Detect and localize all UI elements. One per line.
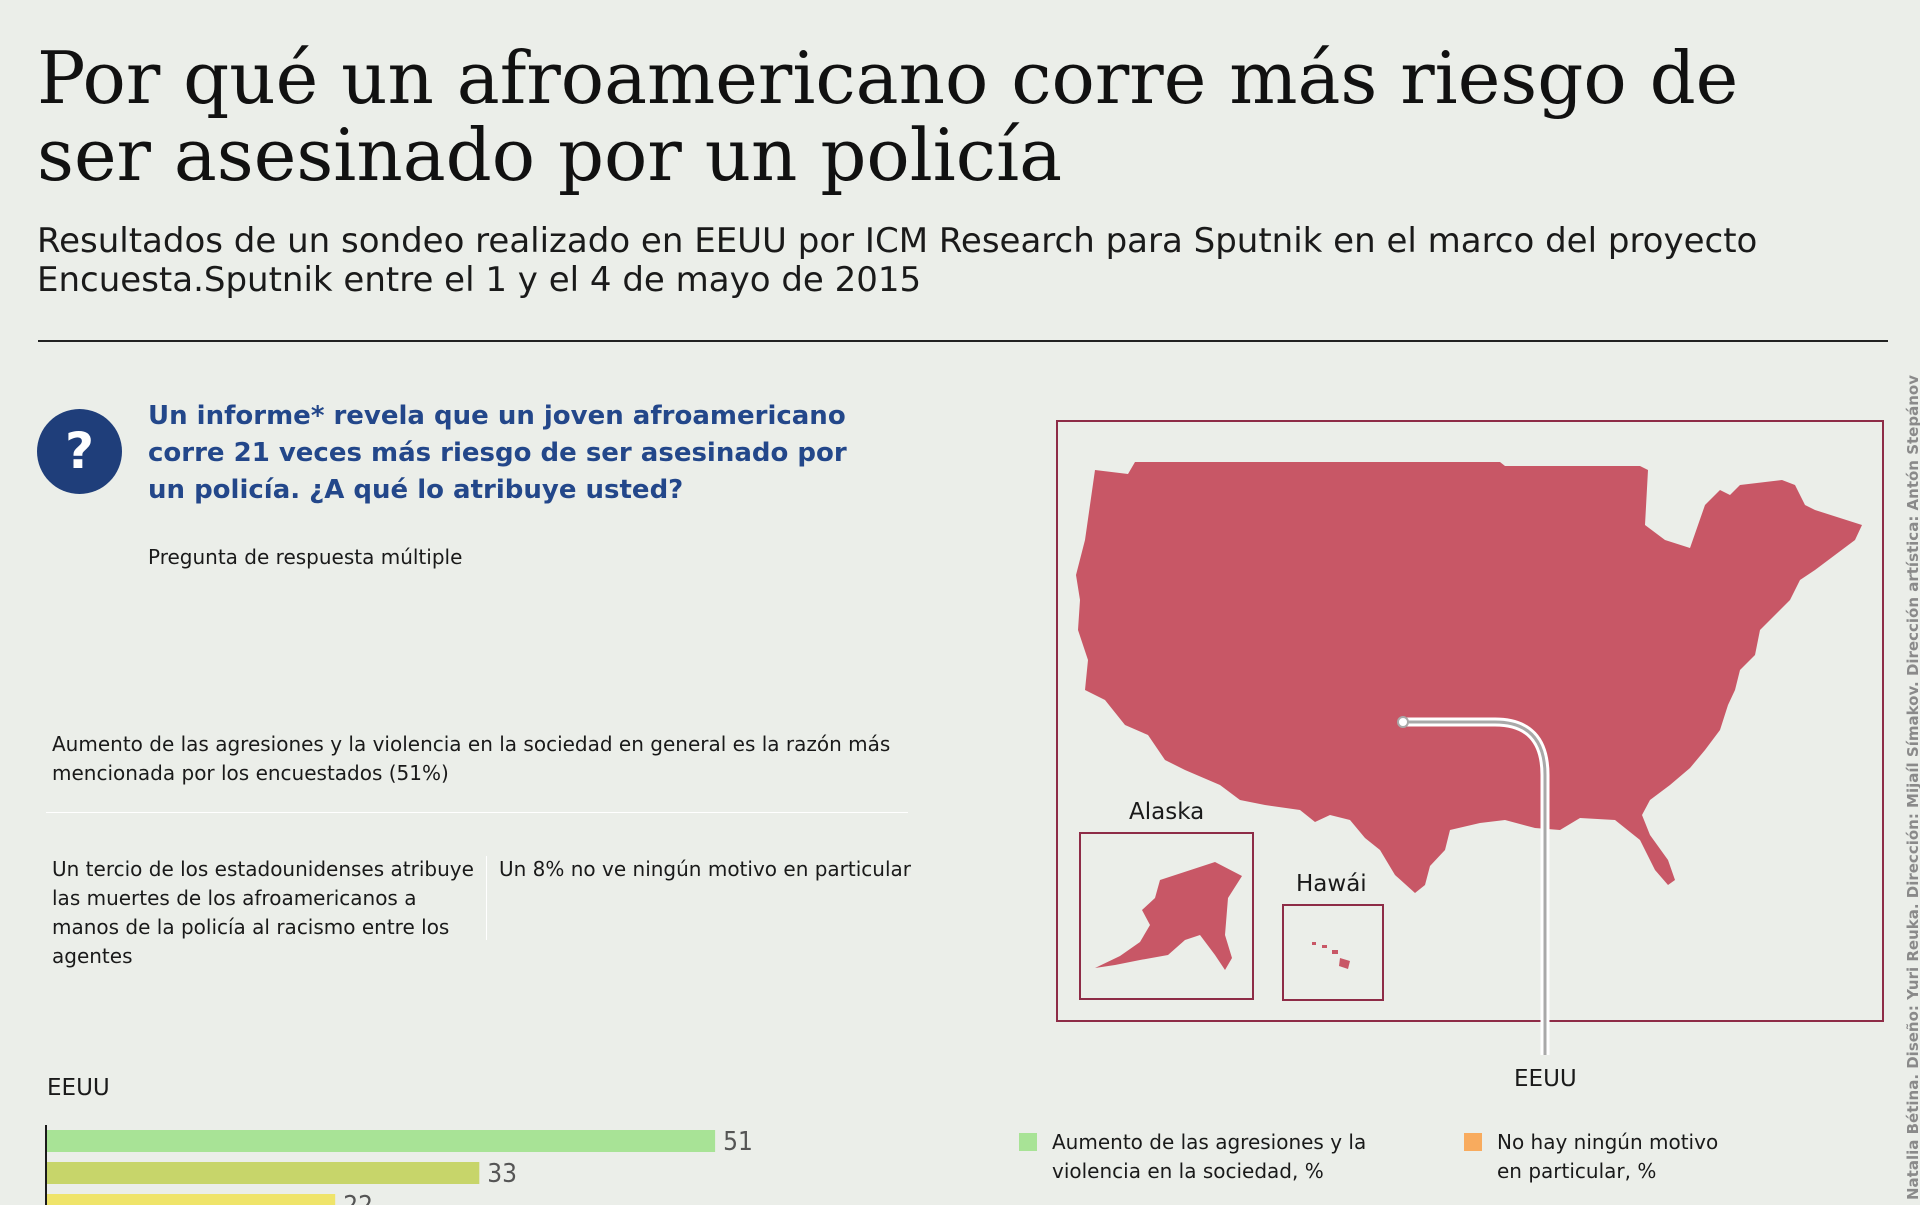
usa-pointer-line-inner [1403, 720, 1547, 1055]
alaska-shape [1095, 862, 1242, 970]
survey-question: Un informe* revela que un joven afroamer… [148, 401, 847, 505]
question-note: Pregunta de respuesta múltiple [148, 545, 463, 569]
legend-swatch-no-reason [1464, 1133, 1482, 1151]
contiguous-usa-shape [1076, 462, 1862, 893]
alaska-label: Alaska [1129, 799, 1205, 825]
hawaii-label: Hawái [1296, 871, 1367, 897]
map-frame [1056, 420, 1884, 1022]
legend-swatch-violence [1019, 1133, 1037, 1151]
findings-divider [46, 812, 908, 813]
chart-category-label: EEUU [47, 1075, 110, 1101]
bar-2 [47, 1194, 336, 1205]
title-divider [38, 340, 1888, 342]
hawaii-shape [1312, 942, 1350, 969]
finding-no-reason: Un 8% no ve ningún motivo en particular [499, 857, 912, 881]
bar-chart: 51 33 22 [45, 1125, 753, 1205]
question-mark-icon: ? [37, 409, 122, 494]
finding-racism: Un tercio de los estadounidenses atribuy… [52, 857, 474, 968]
hawaii-frame [1282, 904, 1384, 1001]
page-subtitle: Resultados de un sondeo realizado en EEU… [37, 221, 1758, 300]
usa-label: EEUU [1514, 1066, 1577, 1092]
legend-no-reason: No hay ningún motivo en particular, % [1497, 1130, 1719, 1183]
bar-0 [47, 1130, 716, 1152]
bar-value-label-0: 51 [723, 1127, 753, 1157]
legend-violence: Aumento de las agresiones y la violencia… [1052, 1130, 1367, 1183]
finding-main: Aumento de las agresiones y la violencia… [52, 732, 891, 785]
bar-1 [47, 1162, 480, 1184]
bar-value-label-1: 33 [487, 1159, 517, 1189]
page-title: Por qué un afroamericano corre más riesg… [37, 36, 1739, 197]
alaska-frame [1079, 832, 1254, 1000]
usa-pointer-dot [1397, 716, 1409, 728]
bar-value-label-2: 22 [343, 1191, 373, 1205]
findings-column-divider [486, 856, 487, 940]
